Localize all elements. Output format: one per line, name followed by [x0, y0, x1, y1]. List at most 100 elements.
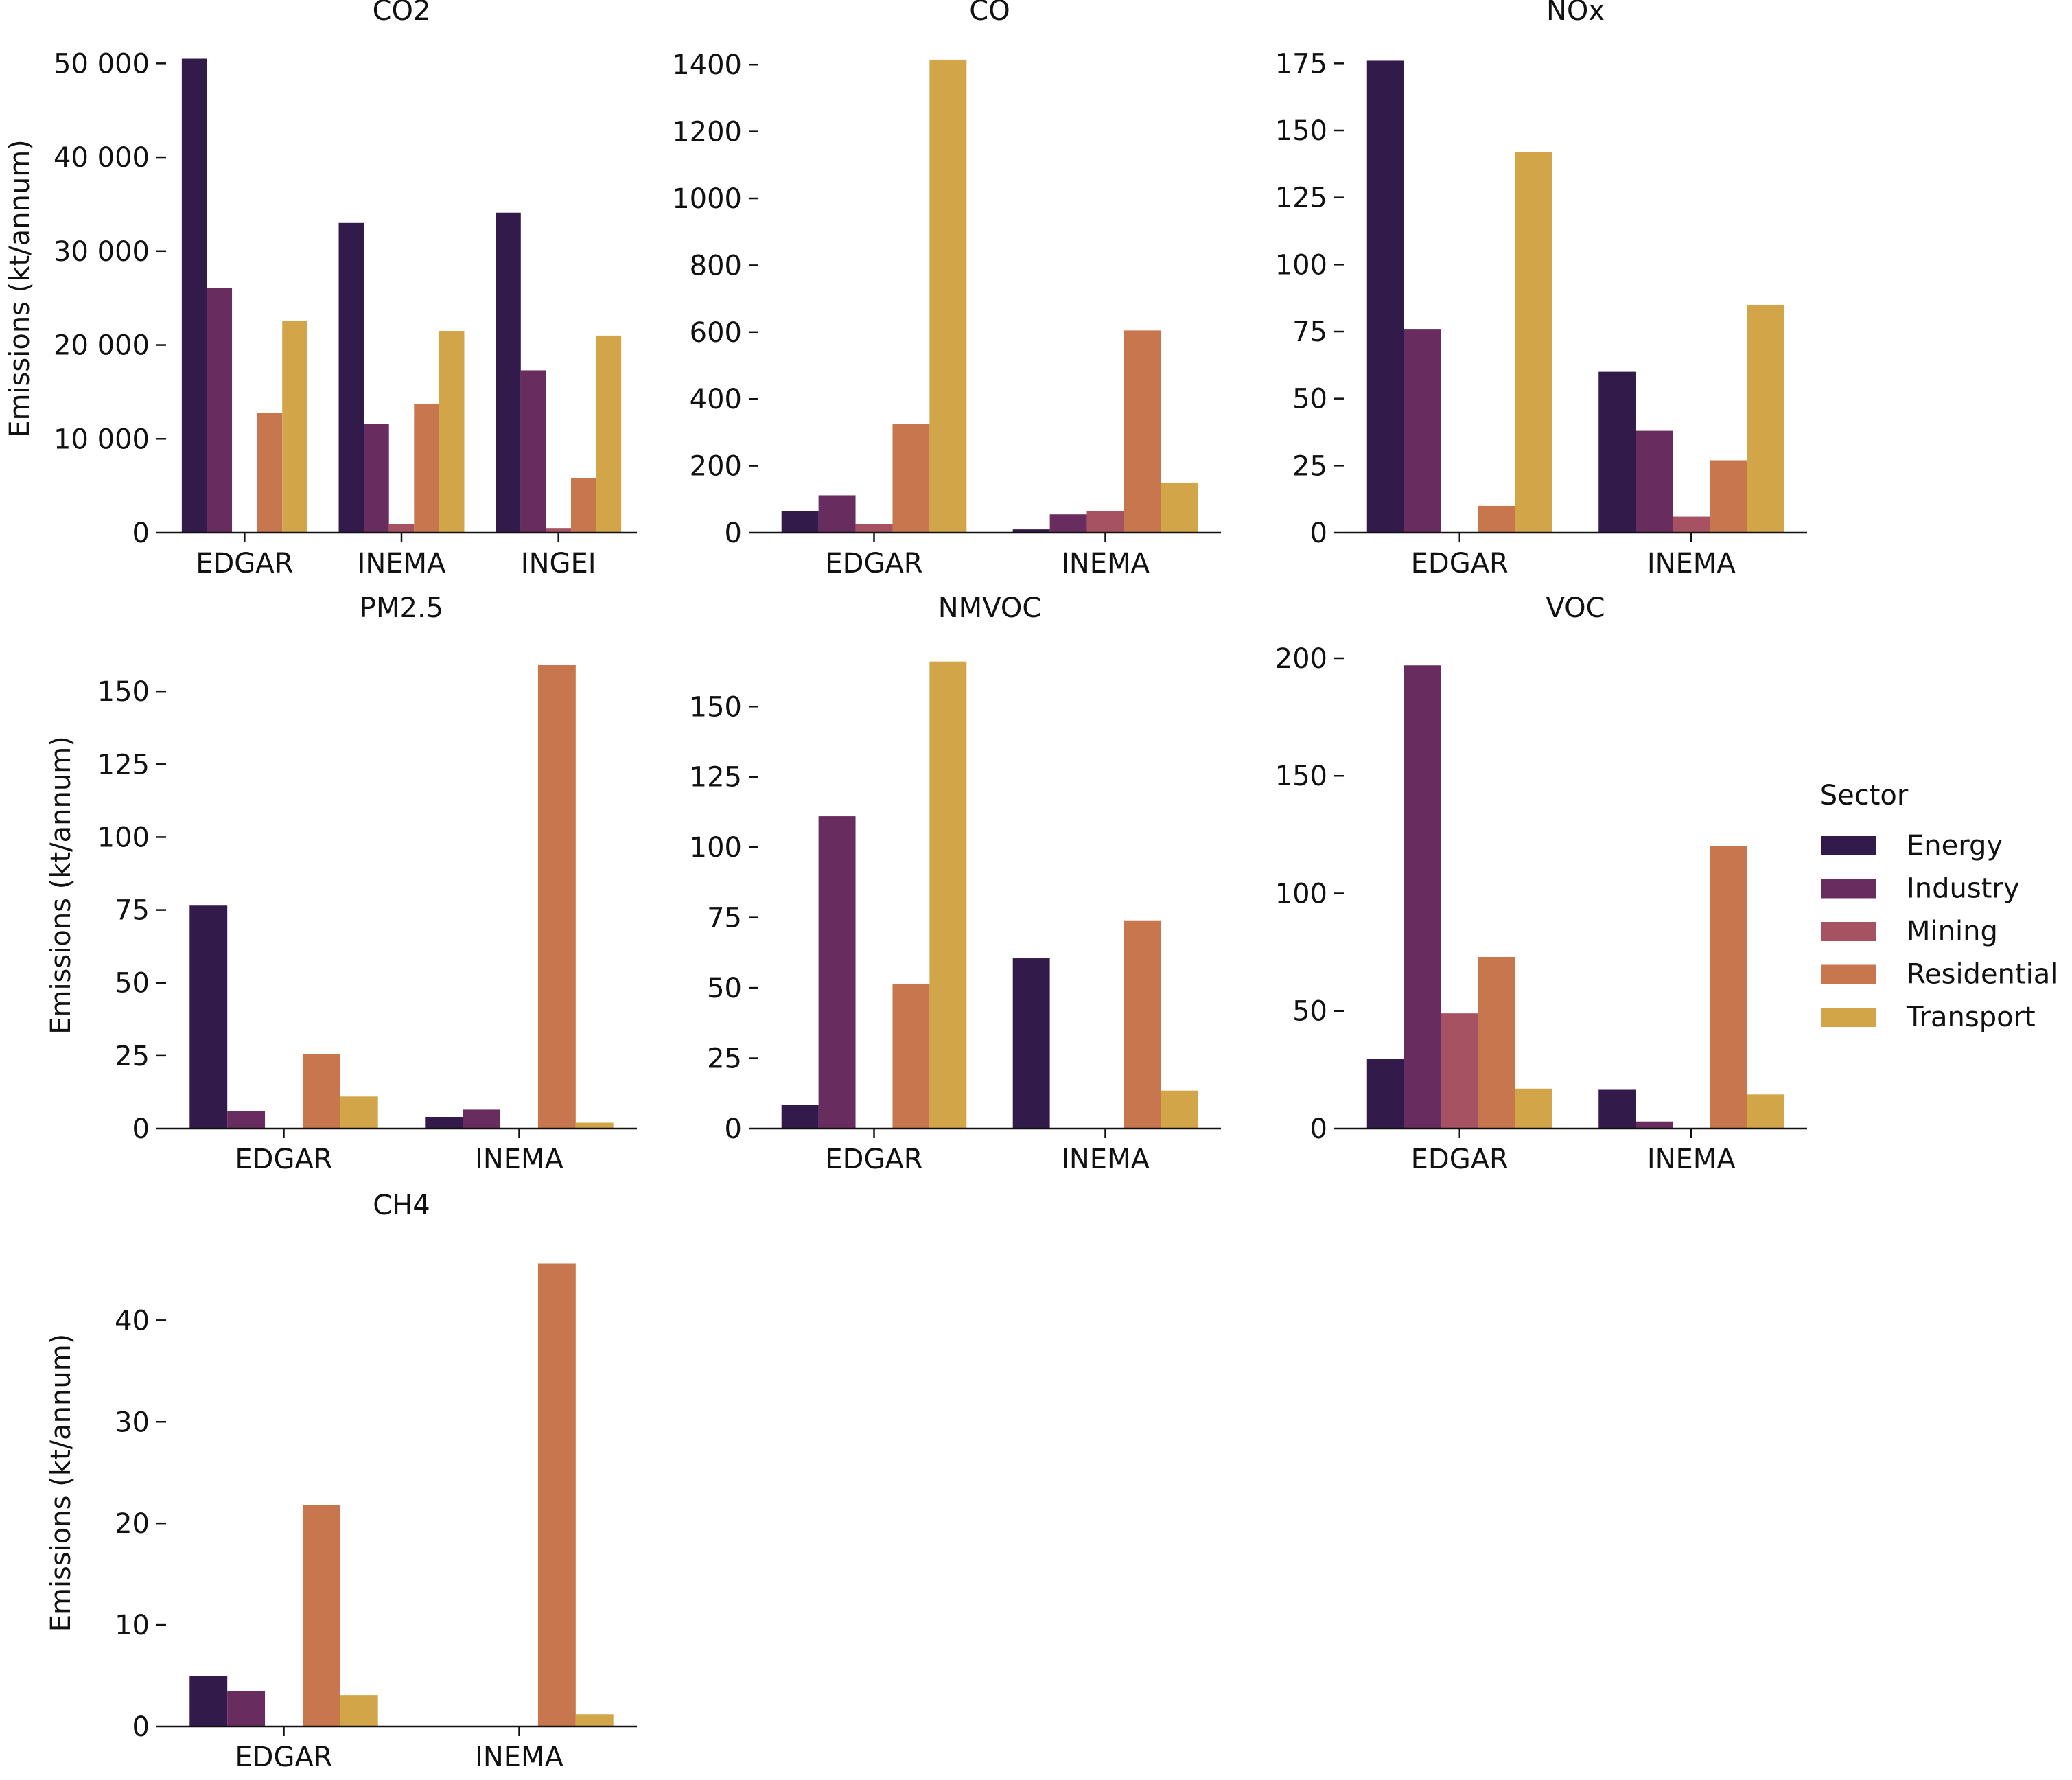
subplot-co2: CO2 0 10 000 20 000 30 000 40 000 50 000 Emissi… [4, 0, 637, 579]
subplot-nox: NOx 0 25 50 75 100 125 150 175 EDGAR INEMA [1275, 0, 1807, 579]
bar-edgar-transport [1515, 1088, 1552, 1129]
y-tick-label: 50 [1292, 384, 1327, 415]
bar-inema-transport [439, 331, 465, 533]
legend-item-energy: Energy [1821, 830, 2003, 862]
y-tick-label: 10 000 [54, 424, 150, 455]
y-tick-label: 600 [690, 317, 742, 349]
bar-inema-energy [425, 1117, 463, 1129]
x-tick-label: INEMA [1061, 1144, 1150, 1175]
bars [781, 59, 1198, 533]
y-tick-label: 0 [132, 1113, 150, 1145]
bar-edgar-energy [181, 58, 207, 533]
bars [189, 664, 614, 1129]
y-tick-label: 20 [115, 1508, 150, 1540]
bar-ingei-industry [520, 370, 546, 533]
y-tick-label: 125 [690, 762, 742, 794]
legend-label: Transport [1906, 1002, 2036, 1033]
x-tick-label: INEMA [475, 1742, 564, 1773]
y-tick-label: 200 [690, 451, 742, 483]
bar-edgar-industry [227, 1691, 266, 1726]
x-tick-label: EDGAR [825, 548, 922, 579]
bar-edgar-residential [892, 424, 930, 533]
bar-edgar-energy [781, 1105, 819, 1129]
y-tick-label: 0 [725, 518, 742, 549]
x-tick-label: EDGAR [235, 1742, 332, 1773]
y-tick-label: 0 [1310, 518, 1327, 549]
bar-ingei-transport [596, 335, 622, 533]
y-tick-label: 200 [1275, 643, 1327, 675]
legend-label: Energy [1907, 830, 2003, 862]
bar-inema-residential [1124, 330, 1161, 533]
bar-edgar-industry [1404, 329, 1441, 533]
y-tick-label: 1200 [672, 117, 742, 148]
bar-inema-energy [1598, 371, 1636, 533]
y-tick-label: 100 [690, 832, 742, 864]
bar-inema-transport [575, 1714, 614, 1726]
y-tick-label: 0 [132, 1711, 150, 1743]
legend-label: Industry [1907, 873, 2020, 905]
bar-inema-residential [414, 404, 439, 533]
y-tick-label: 50 [115, 968, 150, 999]
bar-edgar-residential [257, 412, 283, 533]
bar-edgar-transport [282, 320, 307, 533]
bar-inema-energy [1012, 529, 1050, 533]
bar-inema-industry [463, 1109, 501, 1129]
bar-ingei-mining [546, 528, 571, 533]
y-tick-label: 0 [725, 1113, 742, 1145]
subplot-title: NOx [1546, 0, 1605, 27]
y-tick-label: 125 [1275, 183, 1327, 214]
y-tick-label: 40 000 [54, 142, 150, 174]
bars [1366, 665, 1784, 1129]
legend-items: Energy Industry Mining Residential Transport [1821, 830, 2058, 1033]
y-tick-label: 20 000 [54, 330, 150, 362]
x-tick-label: EDGAR [196, 548, 293, 579]
bar-edgar-energy [1366, 60, 1404, 533]
y-tick-label: 150 [690, 691, 742, 723]
bar-edgar-industry [818, 816, 856, 1129]
bar-inema-residential [537, 1263, 576, 1726]
bar-edgar-energy [1366, 1059, 1404, 1129]
x-tick-label: INEMA [358, 548, 447, 579]
subplot-title: VOC [1546, 592, 1605, 624]
x-tick-label: INEMA [1061, 548, 1150, 579]
y-tick-label: 0 [132, 518, 150, 549]
legend-item-industry: Industry [1821, 873, 2020, 905]
subplot-title: CO2 [373, 0, 431, 27]
x-tick-label: INEMA [1647, 1144, 1736, 1175]
legend-swatch [1821, 879, 1876, 899]
y-tick-label: 100 [1275, 249, 1327, 281]
y-tick-label: 125 [97, 749, 150, 781]
bar-edgar-energy [189, 1676, 228, 1726]
bar-inema-residential [1710, 460, 1747, 533]
bar-edgar-industry [1404, 665, 1441, 1129]
bar-edgar-mining [1441, 1013, 1478, 1129]
bar-edgar-residential [1478, 505, 1515, 533]
bar-inema-energy [1012, 958, 1050, 1129]
bar-inema-residential [1124, 920, 1161, 1129]
bar-inema-energy [1598, 1089, 1636, 1129]
legend-swatch [1821, 964, 1876, 984]
y-tick-label: 75 [1292, 316, 1327, 348]
legend-label: Residential [1907, 959, 2058, 991]
bar-inema-industry [364, 424, 389, 533]
bar-inema-industry [1636, 430, 1673, 533]
bar-ingei-energy [496, 212, 521, 533]
bars [189, 1263, 614, 1726]
y-tick-label: 25 [115, 1041, 150, 1072]
subplot-title: CH4 [373, 1190, 430, 1221]
legend-item-transport: Transport [1821, 1002, 2036, 1033]
bar-inema-transport [575, 1122, 614, 1129]
y-tick-label: 50 [1292, 996, 1327, 1028]
bars [781, 661, 1198, 1129]
x-tick-label: INEMA [1647, 548, 1736, 579]
bar-edgar-transport [1515, 152, 1552, 533]
bar-edgar-residential [1478, 956, 1515, 1129]
y-tick-label: 30 [115, 1407, 150, 1438]
y-tick-label: 25 [1292, 450, 1327, 482]
bar-edgar-transport [340, 1096, 378, 1129]
x-tick-label: EDGAR [1411, 548, 1509, 579]
y-tick-label: 175 [1275, 48, 1327, 80]
subplot-co: CO 0 200 400 600 800 1000 1200 1400 EDGAR INEMA [672, 0, 1221, 579]
bar-edgar-transport [929, 59, 967, 533]
